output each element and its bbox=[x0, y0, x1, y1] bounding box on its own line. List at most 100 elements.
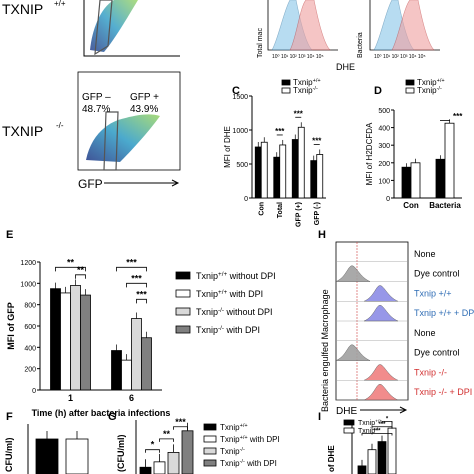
chart-c-bar bbox=[273, 156, 281, 199]
chart-d-legend-label: Txnip-/- bbox=[417, 86, 442, 95]
chart-c-legend-label: Txnip-/- bbox=[293, 86, 318, 95]
panel-h-row-label: Txnip -/- bbox=[414, 367, 447, 377]
chart-c-legend-label: Txnip+/+ bbox=[293, 78, 321, 87]
panel-h-row-label: Txnip -/- + DPI bbox=[414, 387, 472, 397]
flow-b-xlabel: GFP bbox=[78, 177, 103, 191]
chart-c-bar bbox=[310, 160, 318, 199]
chart-e-ytick-label: 1000 bbox=[20, 281, 36, 288]
flow-b-label: TXNIP bbox=[2, 123, 43, 139]
chart-g-sig-label: ** bbox=[163, 429, 171, 439]
chart-d-bar bbox=[401, 166, 412, 199]
chart-i-bar bbox=[357, 465, 367, 474]
chart-g-bar bbox=[167, 451, 180, 474]
flow-b-superscript: -/- bbox=[56, 121, 64, 130]
chart-d-bar bbox=[410, 162, 421, 199]
chart-e-bar bbox=[111, 350, 122, 391]
chart-e-bar bbox=[80, 294, 91, 391]
chart-d-legend-label: Txnip+/+ bbox=[417, 78, 445, 87]
panel-h-histogram bbox=[335, 265, 371, 282]
panel-letter-g: G bbox=[108, 411, 117, 423]
chart-d-ytick-label: 300 bbox=[378, 143, 390, 150]
panel-h-histogram bbox=[363, 364, 399, 381]
hist-top-ticks-right: 10⁰ 10¹ 10² 10³ 10⁴ 10⁵ bbox=[374, 54, 426, 60]
chart-e-legend-swatch bbox=[175, 271, 191, 280]
chart-g-sig-bracket bbox=[173, 426, 188, 430]
chart-c-xtick-label: Con bbox=[258, 202, 265, 216]
hist-top-ylabel-right: Bacteria bbox=[357, 32, 364, 58]
chart-e-legend-label: Txnip-/- with DPI bbox=[196, 325, 260, 335]
panel-letter-e: E bbox=[6, 229, 13, 241]
chart-e-bar bbox=[141, 337, 152, 391]
chart-i-legend-label: Txnip-/- bbox=[358, 427, 380, 435]
chart-e-sig-bracket bbox=[75, 274, 86, 279]
panel-h-histogram bbox=[363, 304, 399, 322]
chart-e-bar bbox=[60, 292, 71, 391]
chart-i-sig-bracket bbox=[381, 420, 393, 424]
panel-letter-h: H bbox=[318, 229, 326, 241]
chart-g-bar bbox=[153, 461, 166, 474]
chart-e-ytick-label: 800 bbox=[24, 303, 36, 310]
chart-e-sig-label: *** bbox=[126, 257, 137, 267]
chart-g-legend-label: Txnip-/- bbox=[220, 447, 245, 456]
chart-g: (CFU/ml) ******Txnip+/+Txnip+/+ with DPIT… bbox=[116, 417, 280, 474]
chart-g-legend-label: Txnip-/- with DPI bbox=[220, 459, 277, 468]
chart-e-ytick-label: 0 bbox=[32, 388, 36, 395]
chart-e-ytick-label: 600 bbox=[24, 324, 36, 331]
chart-g-bar bbox=[139, 466, 152, 474]
flow-b-xaxis-arrow bbox=[104, 179, 180, 187]
chart-e-legend-swatch bbox=[175, 307, 191, 316]
panel-letter-d: D bbox=[374, 85, 382, 97]
gate-right-pct: 43.9% bbox=[130, 104, 158, 115]
chart-f-bar bbox=[35, 438, 59, 474]
chart-c-ytick-label: 1000 bbox=[232, 128, 248, 135]
chart-i-bar bbox=[367, 449, 377, 474]
chart-e-ylabel: MFI of GFP bbox=[6, 302, 16, 350]
panel-h-row-label: Txnip +/+ + DPI bbox=[414, 308, 474, 318]
chart-e-bar bbox=[50, 288, 61, 391]
flow-plot-b bbox=[77, 71, 181, 171]
flow-a-superscript: +/+ bbox=[54, 0, 66, 8]
chart-c-ytick-label: 1500 bbox=[232, 94, 248, 101]
chart-e-ytick-label: 400 bbox=[24, 345, 36, 352]
chart-c-bar bbox=[260, 141, 268, 199]
chart-c-legend-swatch bbox=[281, 79, 291, 86]
hist-top-ticks-left: 10⁰ 10¹ 10² 10³ 10⁴ 10⁵ bbox=[272, 54, 324, 60]
chart-c-bar bbox=[279, 144, 287, 199]
chart-e-xtick-label: 6 bbox=[129, 393, 134, 403]
chart-d-bar bbox=[435, 158, 446, 199]
chart-d-legend-swatch bbox=[405, 79, 415, 86]
chart-d-bar bbox=[444, 122, 455, 199]
chart-i-sig-label: *** bbox=[373, 429, 381, 435]
chart-c-bar bbox=[316, 154, 324, 199]
chart-i-bar bbox=[377, 441, 387, 474]
chart-e-sig-bracket bbox=[55, 266, 86, 272]
chart-e-legend-swatch bbox=[175, 289, 191, 298]
chart-i-ylabel: of DHE bbox=[327, 445, 336, 472]
chart-i-sig-bracket bbox=[371, 426, 393, 429]
chart-g-legend-swatch bbox=[203, 435, 217, 443]
chart-c-sig-label: *** bbox=[312, 136, 322, 145]
chart-e: 0 200 400 600 800 1000 1200 MFI of GFP Time (h) … bbox=[6, 257, 276, 418]
chart-d-ytick-label: 100 bbox=[378, 178, 390, 185]
chart-g-legend-swatch bbox=[203, 447, 217, 455]
chart-c-legend-swatch bbox=[281, 87, 291, 94]
panel-h-row-label: Dye control bbox=[414, 348, 460, 358]
chart-c-ylabel: MFI of DHE bbox=[223, 126, 232, 168]
panel-h-xaxis-arrow bbox=[360, 406, 408, 414]
chart-c-ytick-label: 0 bbox=[244, 196, 248, 203]
chart-e-bar bbox=[121, 359, 132, 391]
chart-c-ytick-label: 500 bbox=[236, 162, 248, 169]
panel-h-row-label: Dye control bbox=[414, 269, 460, 279]
chart-d-sig-label: *** bbox=[453, 112, 463, 121]
chart-e-sig-label: *** bbox=[136, 289, 147, 299]
hist-top: Total mac Bacteria 10⁰ 10¹ 10² 10³ 10⁴ 1… bbox=[257, 0, 440, 72]
chart-e-sig-bracket bbox=[126, 282, 147, 288]
chart-g-sig-label: * bbox=[151, 440, 155, 450]
chart-g-legend-swatch bbox=[203, 459, 217, 467]
chart-c-sig-label: *** bbox=[294, 109, 304, 118]
chart-e-ytick-label: 1200 bbox=[20, 260, 36, 267]
panel-h-row-label: None bbox=[414, 328, 436, 338]
chart-d-ytick-label: 400 bbox=[378, 126, 390, 133]
chart-e-ytick-label: 200 bbox=[24, 367, 36, 374]
chart-g-sig-label: *** bbox=[175, 417, 186, 427]
